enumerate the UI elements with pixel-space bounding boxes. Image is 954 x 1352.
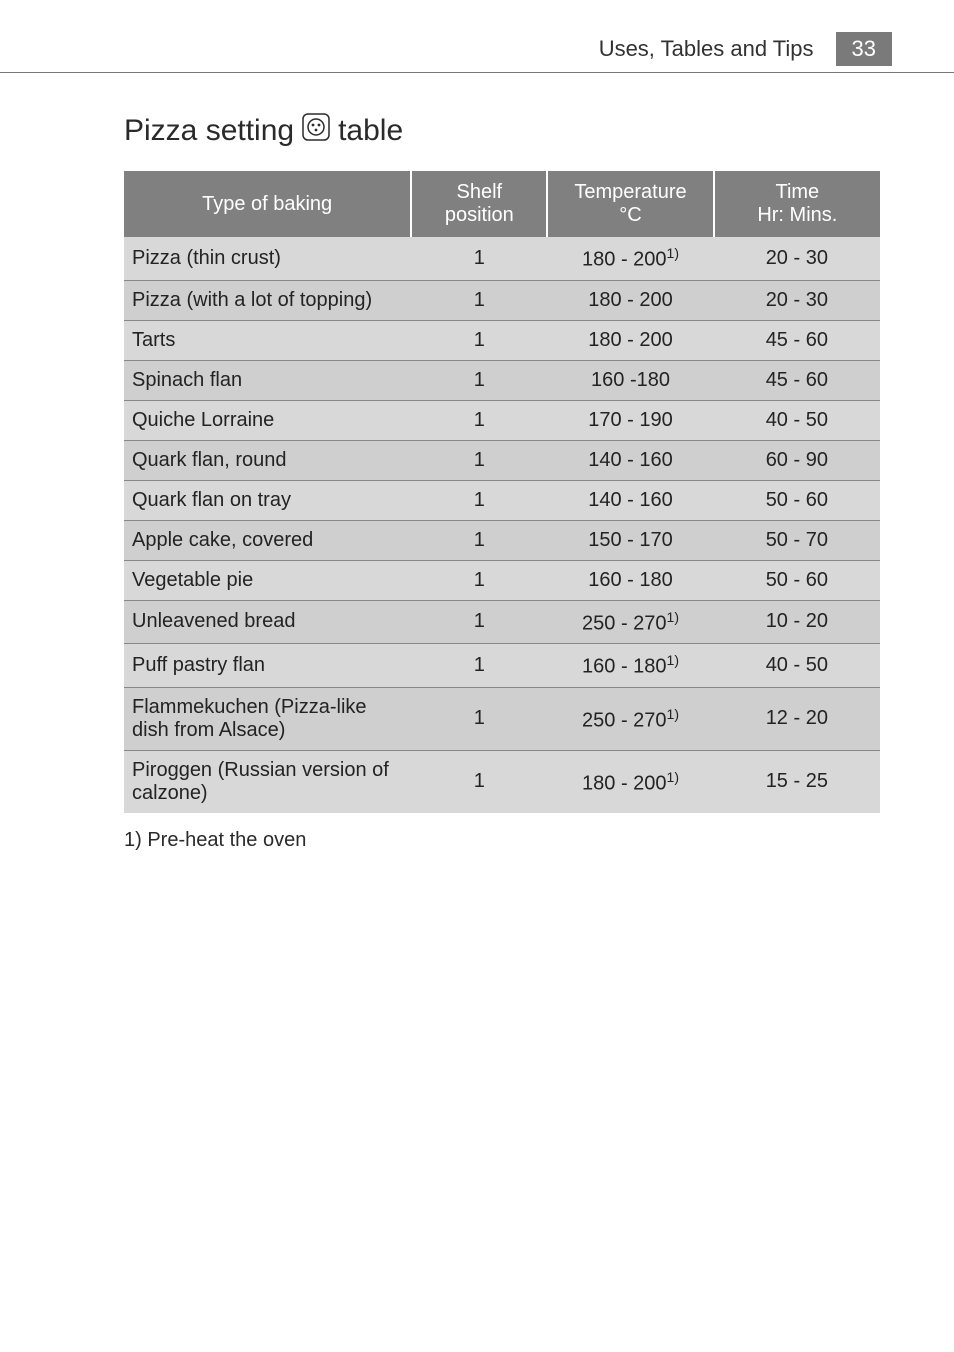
page-title: Pizza setting table	[124, 113, 880, 149]
table-row: Pizza (with a lot of topping)1180 - 2002…	[124, 280, 880, 320]
cell-temp-footnote: 1)	[667, 609, 679, 625]
cell-temp-footnote: 1)	[667, 706, 679, 722]
cell-shelf: 1	[411, 560, 547, 600]
cell-shelf: 1	[411, 237, 547, 280]
cell-temp: 160 - 1801)	[547, 644, 713, 688]
cell-temp: 150 - 170	[547, 520, 713, 560]
cell-shelf: 1	[411, 687, 547, 750]
cell-type: Quiche Lorraine	[124, 400, 411, 440]
cell-time: 15 - 25	[714, 750, 880, 813]
col-header-temp: Temperature °C	[547, 171, 713, 237]
cell-temp: 180 - 200	[547, 320, 713, 360]
cell-type: Quark flan, round	[124, 440, 411, 480]
table-row: Quark flan, round1140 - 16060 - 90	[124, 440, 880, 480]
page-number: 33	[836, 32, 892, 66]
cell-temp: 180 - 200	[547, 280, 713, 320]
col-header-shelf: Shelf position	[411, 171, 547, 237]
cell-type: Spinach flan	[124, 360, 411, 400]
table-row: Unleavened bread1250 - 2701)10 - 20	[124, 600, 880, 644]
col-header-time: Time Hr: Mins.	[714, 171, 880, 237]
col-header-time-l1: Time	[775, 181, 819, 203]
cell-temp-footnote: 1)	[667, 245, 679, 261]
cell-temp-footnote: 1)	[667, 652, 679, 668]
cell-temp: 250 - 2701)	[547, 687, 713, 750]
table-row: Flammekuchen (Pizza-like dish from Alsac…	[124, 687, 880, 750]
cell-type: Apple cake, covered	[124, 520, 411, 560]
cell-time: 60 - 90	[714, 440, 880, 480]
col-header-temp-l1: Temperature	[574, 181, 686, 203]
footnote: 1) Pre-heat the oven	[124, 829, 880, 852]
cell-shelf: 1	[411, 750, 547, 813]
cell-time: 50 - 60	[714, 560, 880, 600]
table-row: Spinach flan1160 -18045 - 60	[124, 360, 880, 400]
table-row: Tarts1180 - 20045 - 60	[124, 320, 880, 360]
section-name: Uses, Tables and Tips	[599, 36, 814, 62]
cell-time: 45 - 60	[714, 320, 880, 360]
cell-time: 12 - 20	[714, 687, 880, 750]
cell-type: Piroggen (Russian version of calzone)	[124, 750, 411, 813]
cell-shelf: 1	[411, 320, 547, 360]
cell-type: Flammekuchen (Pizza-like dish from Alsac…	[124, 687, 411, 750]
table-row: Pizza (thin crust)1180 - 2001)20 - 30	[124, 237, 880, 280]
cell-time: 50 - 60	[714, 480, 880, 520]
title-after: table	[338, 114, 403, 148]
cell-type: Puff pastry flan	[124, 644, 411, 688]
table-header-row: Type of baking Shelf position Temperatur…	[124, 171, 880, 237]
title-before: Pizza setting	[124, 114, 294, 148]
cell-type: Unleavened bread	[124, 600, 411, 644]
cell-shelf: 1	[411, 360, 547, 400]
cell-time: 20 - 30	[714, 237, 880, 280]
cell-shelf: 1	[411, 440, 547, 480]
table-row: Quark flan on tray1140 - 16050 - 60	[124, 480, 880, 520]
cell-shelf: 1	[411, 480, 547, 520]
cell-temp-footnote: 1)	[667, 769, 679, 785]
cell-shelf: 1	[411, 520, 547, 560]
cell-shelf: 1	[411, 600, 547, 644]
cell-type: Tarts	[124, 320, 411, 360]
col-header-temp-l2: °C	[619, 204, 641, 226]
cell-temp: 160 -180	[547, 360, 713, 400]
cell-time: 40 - 50	[714, 400, 880, 440]
cell-temp: 160 - 180	[547, 560, 713, 600]
cell-type: Quark flan on tray	[124, 480, 411, 520]
cell-type: Vegetable pie	[124, 560, 411, 600]
cell-type: Pizza (with a lot of topping)	[124, 280, 411, 320]
cell-temp: 170 - 190	[547, 400, 713, 440]
table-row: Vegetable pie1160 - 18050 - 60	[124, 560, 880, 600]
cell-shelf: 1	[411, 280, 547, 320]
cell-time: 10 - 20	[714, 600, 880, 644]
cell-shelf: 1	[411, 644, 547, 688]
cell-shelf: 1	[411, 400, 547, 440]
table-row: Puff pastry flan1160 - 1801)40 - 50	[124, 644, 880, 688]
pizza-setting-icon	[302, 113, 330, 149]
cell-temp: 180 - 2001)	[547, 750, 713, 813]
col-header-type: Type of baking	[124, 171, 411, 237]
baking-table: Type of baking Shelf position Temperatur…	[124, 171, 880, 813]
cell-type: Pizza (thin crust)	[124, 237, 411, 280]
cell-time: 40 - 50	[714, 644, 880, 688]
cell-temp: 250 - 2701)	[547, 600, 713, 644]
col-header-time-l2: Hr: Mins.	[757, 204, 837, 226]
cell-time: 45 - 60	[714, 360, 880, 400]
cell-temp: 140 - 160	[547, 480, 713, 520]
page-header: Uses, Tables and Tips 33	[0, 0, 954, 73]
table-row: Quiche Lorraine1170 - 19040 - 50	[124, 400, 880, 440]
table-row: Apple cake, covered1150 - 17050 - 70	[124, 520, 880, 560]
cell-time: 50 - 70	[714, 520, 880, 560]
table-row: Piroggen (Russian version of calzone)118…	[124, 750, 880, 813]
cell-temp: 180 - 2001)	[547, 237, 713, 280]
cell-temp: 140 - 160	[547, 440, 713, 480]
cell-time: 20 - 30	[714, 280, 880, 320]
